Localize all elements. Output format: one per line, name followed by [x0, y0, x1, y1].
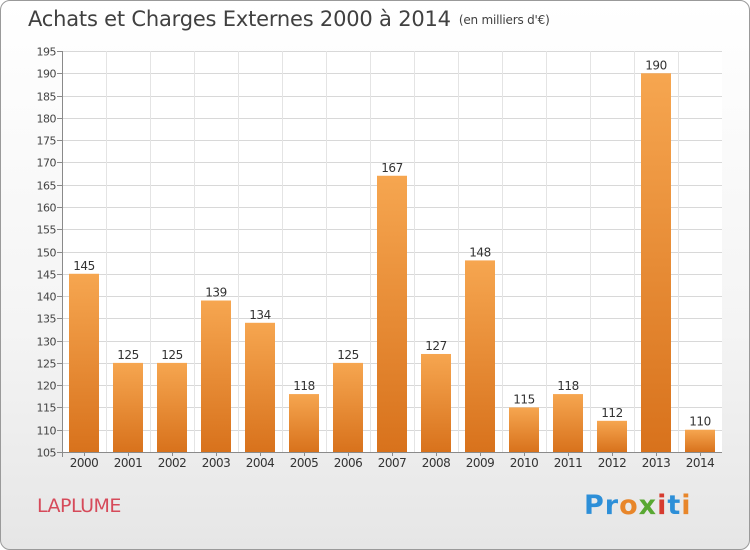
y-tick-label: 145 — [37, 269, 57, 282]
data-label: 134 — [249, 308, 270, 322]
x-tick-label: 2010 — [510, 456, 539, 470]
y-tick-label: 160 — [37, 202, 57, 215]
data-label: 110 — [689, 415, 710, 429]
y-tick-label: 175 — [37, 135, 57, 148]
data-label: 190 — [645, 58, 666, 72]
y-tick-label: 150 — [37, 247, 57, 260]
x-tick-label: 2006 — [334, 456, 363, 470]
bar-2011 — [553, 394, 583, 452]
logo-part-3: x — [638, 490, 658, 521]
data-label: 148 — [469, 245, 490, 259]
y-tick-label: 120 — [37, 380, 57, 393]
data-label: 127 — [425, 339, 446, 353]
y-tick-label: 195 — [37, 46, 57, 59]
bar-2004 — [245, 322, 275, 452]
bar-2014 — [685, 429, 715, 452]
data-label: 125 — [117, 348, 138, 362]
y-tick-label: 110 — [37, 425, 57, 438]
x-tick-label: 2008 — [422, 456, 451, 470]
bar-2008 — [421, 353, 451, 452]
y-tick-label: 135 — [37, 313, 57, 326]
data-label: 112 — [601, 406, 622, 420]
proxiti-logo: Proxiti — [584, 490, 692, 521]
y-tick-label: 185 — [37, 91, 57, 104]
data-label: 118 — [293, 379, 314, 393]
x-tick-label: 2001 — [114, 456, 143, 470]
y-tick-label: 105 — [37, 447, 57, 460]
bar-2003 — [201, 300, 231, 452]
data-label: 115 — [513, 392, 534, 406]
data-label: 118 — [557, 379, 578, 393]
logo-part-4: i — [657, 490, 668, 521]
bar-2001 — [113, 362, 143, 452]
x-tick-label: 2009 — [466, 456, 495, 470]
bar-2009 — [465, 260, 495, 452]
bar-2002 — [157, 362, 187, 452]
chart-subtitle: (en milliers d'€) — [458, 13, 550, 27]
data-label: 145 — [73, 259, 94, 273]
y-tick-label: 190 — [37, 68, 57, 81]
data-label: 139 — [205, 286, 226, 300]
bar-2000 — [69, 273, 99, 452]
bar-2007 — [377, 175, 407, 452]
data-label: 125 — [161, 348, 182, 362]
x-tick-label: 2007 — [378, 456, 407, 470]
chart-title-text: Achats et Charges Externes 2000 à 2014 — [28, 7, 451, 31]
data-label: 167 — [381, 161, 402, 175]
data-label: 125 — [337, 348, 358, 362]
logo-part-6: i — [681, 490, 692, 521]
x-tick-label: 2002 — [158, 456, 187, 470]
x-tick-label: 2012 — [598, 456, 627, 470]
bar-2013 — [641, 73, 671, 453]
bar-2005 — [289, 394, 319, 452]
x-tick-label: 2011 — [554, 456, 583, 470]
y-tick-label: 155 — [37, 224, 57, 237]
x-tick-label: 2000 — [70, 456, 99, 470]
x-tick-label: 2013 — [642, 456, 671, 470]
logo-part-5: t — [667, 490, 682, 521]
y-tick-label: 125 — [37, 358, 57, 371]
y-tick-label: 180 — [37, 113, 57, 126]
logo-part-2: o — [619, 490, 639, 521]
y-tick-label: 130 — [37, 336, 57, 349]
logo-part-1: Pr — [584, 490, 620, 521]
x-tick-label: 2014 — [686, 456, 715, 470]
bar-2012 — [597, 420, 627, 452]
x-tick-label: 2004 — [246, 456, 275, 470]
y-tick-label: 140 — [37, 291, 57, 304]
x-tick-label: 2005 — [290, 456, 319, 470]
commune-name: LAPLUME — [37, 495, 121, 517]
chart-title: Achats et Charges Externes 2000 à 2014 (e… — [28, 7, 550, 31]
y-tick-label: 165 — [37, 180, 57, 193]
y-tick-label: 115 — [37, 402, 57, 415]
y-tick-label: 170 — [37, 157, 57, 170]
x-tick-label: 2003 — [202, 456, 231, 470]
bar-2010 — [509, 407, 539, 452]
bar-2006 — [333, 362, 363, 452]
